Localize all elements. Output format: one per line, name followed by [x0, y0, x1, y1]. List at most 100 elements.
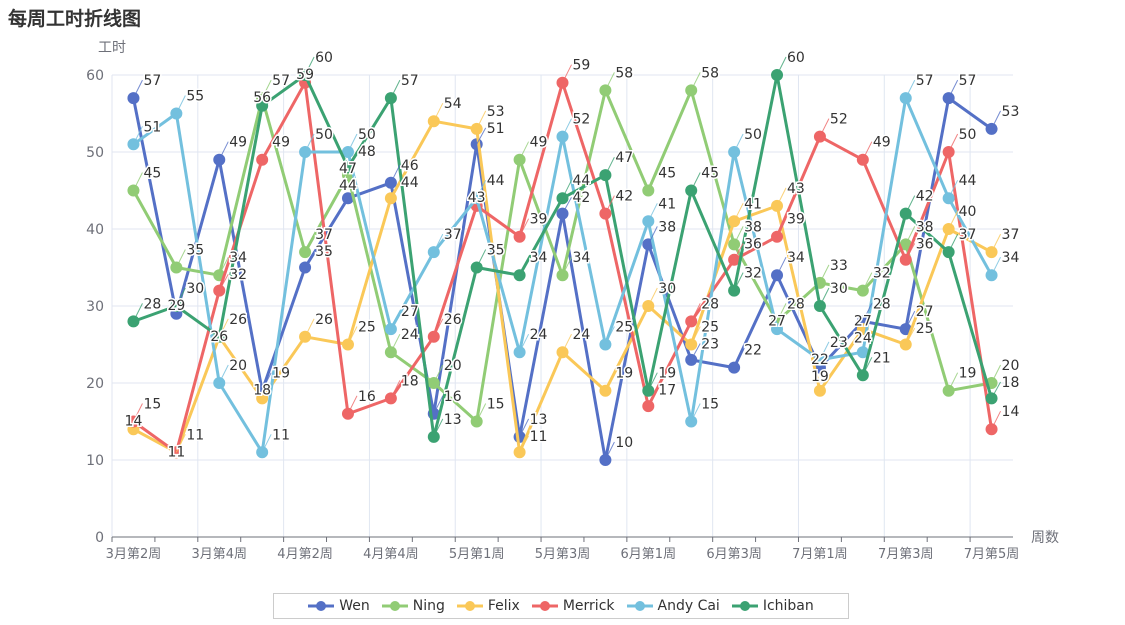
data-label: 15	[143, 397, 161, 413]
label-leader-line	[175, 287, 186, 307]
data-label: 49	[229, 135, 247, 151]
data-label: 27	[768, 313, 786, 329]
data-label: 38	[744, 219, 762, 235]
data-label: 24	[530, 327, 548, 343]
x-tick-label: 5月第1周	[449, 547, 505, 562]
y-tick-label: 0	[95, 530, 104, 546]
data-label: 59	[296, 67, 314, 83]
label-leader-line	[819, 287, 830, 307]
data-label: 22	[811, 352, 829, 368]
data-label: 19	[615, 366, 633, 382]
x-tick-label: 6月第3周	[706, 547, 762, 562]
data-label: 52	[830, 112, 848, 128]
data-label: 34	[530, 250, 548, 266]
data-label: 47	[615, 150, 633, 166]
label-leader-line	[991, 381, 1001, 399]
data-label: 28	[143, 296, 161, 312]
label-leader-line	[690, 403, 701, 422]
data-label: 53	[1002, 104, 1020, 120]
label-leader-line	[390, 181, 401, 199]
label-leader-line	[433, 318, 444, 338]
legend-label: Ning	[412, 598, 445, 614]
label-leader-line	[390, 310, 401, 330]
label-leader-line	[476, 179, 487, 199]
data-label: 52	[573, 112, 591, 128]
legend-item[interactable]: Ning	[381, 598, 445, 614]
data-label: 28	[701, 296, 719, 312]
data-label: 27	[854, 313, 872, 329]
label-leader-line	[776, 303, 787, 322]
label-leader-line	[433, 102, 444, 122]
label-leader-line	[905, 327, 916, 345]
data-label: 20	[444, 358, 462, 374]
label-leader-line	[991, 410, 1001, 430]
label-leader-line	[261, 141, 272, 160]
data-label: 30	[830, 281, 848, 297]
legend-label: Felix	[487, 598, 520, 614]
label-leader-line	[776, 218, 787, 237]
legend-item[interactable]: Felix	[456, 598, 520, 614]
legend-item[interactable]: Andy Cai	[626, 598, 720, 614]
label-leader-line	[647, 172, 658, 191]
label-leader-line	[476, 249, 487, 268]
label-leader-line	[519, 141, 530, 160]
label-leader-line	[519, 218, 530, 237]
data-label: 58	[701, 65, 719, 81]
label-leader-line	[218, 273, 229, 291]
legend-item[interactable]: Merrick	[531, 598, 615, 614]
label-leader-line	[733, 133, 744, 153]
data-label: 32	[744, 266, 762, 282]
data-label: 30	[186, 281, 204, 297]
y-tick-label: 60	[86, 68, 104, 84]
data-label: 57	[143, 73, 161, 89]
label-leader-line	[304, 233, 315, 253]
label-leader-line	[647, 372, 658, 391]
data-label: 46	[401, 158, 419, 174]
label-leader-line	[433, 395, 444, 415]
line-chart: 0 10 20 30 40 50 60 3月第2周 3月第4周 4月第2周 4月第4周 5月第1周 5月…	[86, 40, 1059, 562]
label-leader-line	[862, 272, 873, 291]
label-leader-line	[347, 150, 358, 168]
label-leader-line	[261, 434, 272, 453]
data-point	[256, 392, 269, 405]
label-leader-line	[304, 318, 315, 338]
data-label: 51	[143, 119, 161, 135]
data-label: 14	[1002, 404, 1020, 420]
data-label: 42	[573, 190, 591, 206]
data-label: 13	[530, 412, 548, 428]
data-label: 34	[229, 250, 247, 266]
y-tick-label: 50	[86, 145, 104, 161]
data-label: 57	[959, 73, 977, 89]
data-label: 18	[401, 373, 419, 389]
data-label: 60	[787, 50, 805, 66]
data-label: 26	[210, 329, 228, 345]
x-tick-label: 3月第4周	[191, 547, 247, 562]
data-label: 57	[272, 73, 290, 89]
x-tick-label: 7月第1周	[792, 547, 848, 562]
legend-item[interactable]: Wen	[308, 598, 370, 614]
data-label: 15	[701, 397, 719, 413]
x-tick-label: 3月第2周	[106, 547, 162, 562]
data-label: 35	[186, 243, 204, 259]
label-leader-line	[905, 195, 916, 214]
label-leader-line	[690, 303, 701, 322]
label-leader-line	[562, 196, 572, 214]
label-leader-line	[991, 233, 1001, 253]
label-leader-line	[604, 326, 615, 345]
label-leader-line	[175, 95, 186, 114]
data-label: 25	[701, 320, 719, 336]
label-leader-line	[905, 310, 916, 330]
label-leader-line	[948, 133, 959, 153]
legend-item[interactable]: Ichiban	[731, 598, 814, 614]
data-label: 18	[253, 383, 271, 399]
legend-label: Ichiban	[762, 598, 814, 614]
data-label: 60	[315, 50, 333, 66]
legend-label: Andy Cai	[657, 598, 720, 614]
x-axis-name: 周数	[1031, 530, 1059, 546]
label-leader-line	[133, 126, 143, 145]
label-leader-line	[819, 118, 830, 137]
data-label: 13	[444, 412, 462, 428]
data-label: 25	[615, 320, 633, 336]
label-leader-line	[433, 364, 444, 384]
y-tick-label: 40	[86, 222, 104, 238]
